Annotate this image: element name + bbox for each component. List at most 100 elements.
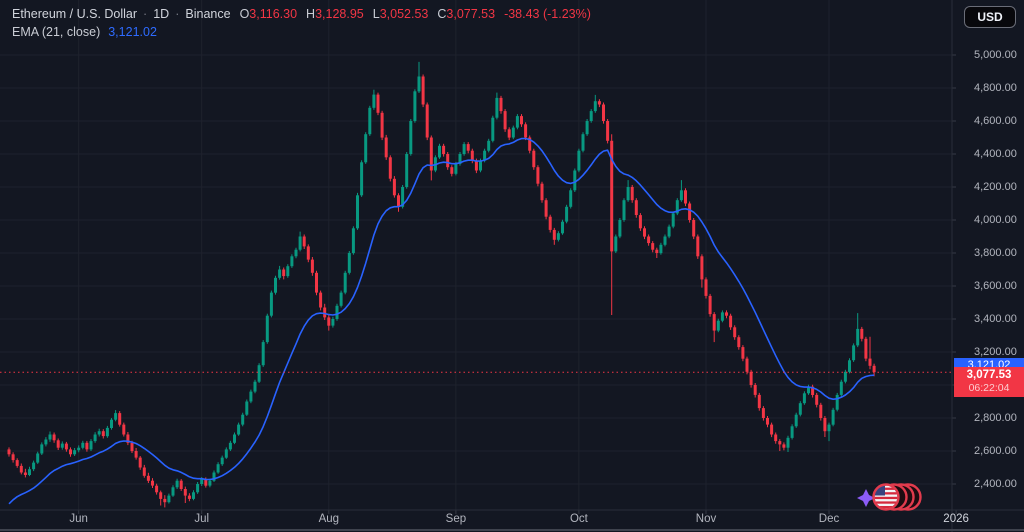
candle[interactable]: [315, 272, 318, 293]
candle[interactable]: [85, 442, 89, 450]
candle[interactable]: [421, 76, 425, 105]
pane-separator[interactable]: [0, 529, 1024, 531]
candle[interactable]: [351, 228, 355, 254]
candle[interactable]: [729, 315, 733, 328]
candle[interactable]: [872, 365, 876, 373]
candle[interactable]: [487, 140, 491, 151]
candle[interactable]: [790, 426, 794, 438]
candle[interactable]: [495, 97, 499, 118]
candle[interactable]: [380, 112, 384, 138]
candle[interactable]: [302, 236, 306, 247]
candle[interactable]: [766, 418, 769, 425]
candle[interactable]: [187, 495, 191, 499]
candle[interactable]: [712, 314, 716, 331]
candle[interactable]: [561, 221, 564, 234]
candle[interactable]: [220, 457, 224, 465]
candle[interactable]: [491, 117, 495, 141]
candle[interactable]: [331, 319, 335, 326]
symbol-legend-row[interactable]: Ethereum / U.S. Dollar · 1D · Binance O3,116…: [12, 7, 591, 21]
candle[interactable]: [589, 111, 593, 121]
candle[interactable]: [786, 437, 790, 448]
candle[interactable]: [323, 307, 327, 318]
candle[interactable]: [151, 480, 154, 486]
candle[interactable]: [663, 236, 667, 245]
candle[interactable]: [688, 203, 692, 221]
candle[interactable]: [356, 195, 359, 229]
candle[interactable]: [343, 272, 347, 293]
candle[interactable]: [286, 266, 290, 277]
candle[interactable]: [429, 137, 433, 171]
candle[interactable]: [204, 479, 208, 486]
candle[interactable]: [405, 154, 409, 187]
candle[interactable]: [474, 160, 478, 171]
candle[interactable]: [778, 441, 782, 445]
candle[interactable]: [310, 259, 314, 273]
candle[interactable]: [175, 480, 179, 488]
candle[interactable]: [282, 269, 286, 277]
candle[interactable]: [261, 342, 265, 366]
candle[interactable]: [442, 145, 446, 155]
candle[interactable]: [528, 137, 532, 151]
candle[interactable]: [64, 443, 68, 450]
candle[interactable]: [868, 358, 872, 366]
candle[interactable]: [733, 327, 737, 338]
candle[interactable]: [679, 190, 683, 201]
candle[interactable]: [167, 495, 171, 503]
candle[interactable]: [253, 381, 257, 392]
candle[interactable]: [28, 469, 31, 475]
candle[interactable]: [458, 154, 462, 164]
candle[interactable]: [233, 434, 236, 443]
candle[interactable]: [298, 236, 302, 250]
candle[interactable]: [249, 391, 253, 402]
candle[interactable]: [634, 200, 638, 215]
candle[interactable]: [511, 127, 515, 138]
candle[interactable]: [237, 424, 241, 435]
ema-legend-row[interactable]: EMA (21, close) 3,121.02: [12, 25, 591, 39]
candle[interactable]: [753, 385, 757, 395]
candle[interactable]: [782, 444, 786, 448]
candle[interactable]: [848, 360, 851, 372]
candle[interactable]: [643, 228, 646, 237]
candle[interactable]: [89, 441, 93, 450]
candle[interactable]: [499, 97, 503, 112]
candle[interactable]: [630, 187, 634, 201]
candle[interactable]: [819, 404, 823, 418]
candle[interactable]: [105, 427, 109, 437]
candle[interactable]: [397, 195, 400, 207]
candle[interactable]: [450, 167, 454, 174]
candle[interactable]: [138, 457, 142, 468]
candle[interactable]: [60, 443, 64, 448]
candle[interactable]: [864, 338, 868, 359]
candle[interactable]: [856, 328, 860, 346]
candle[interactable]: [507, 129, 511, 138]
candle[interactable]: [101, 431, 105, 437]
candle[interactable]: [606, 121, 610, 141]
usd-coin-stack-sticker[interactable]: [857, 483, 922, 511]
candle[interactable]: [737, 337, 741, 348]
candle[interactable]: [19, 465, 23, 473]
candle[interactable]: [569, 190, 573, 207]
candle[interactable]: [581, 134, 585, 151]
candle[interactable]: [171, 487, 175, 496]
candle[interactable]: [278, 269, 282, 278]
candle[interactable]: [544, 200, 548, 217]
candle[interactable]: [520, 116, 523, 125]
candle[interactable]: [200, 479, 204, 484]
candle[interactable]: [552, 229, 556, 240]
candle[interactable]: [745, 358, 749, 372]
candle[interactable]: [659, 244, 663, 254]
candle[interactable]: [593, 101, 597, 112]
time-scale[interactable]: Jun Jul Aug Sep Oct Nov Dec 2026: [0, 510, 1024, 529]
candle[interactable]: [655, 249, 659, 253]
candle[interactable]: [794, 414, 798, 427]
candle[interactable]: [163, 498, 167, 503]
candle[interactable]: [454, 163, 458, 174]
candle[interactable]: [409, 121, 413, 154]
ema-line[interactable]: [8, 137, 875, 505]
candle[interactable]: [44, 439, 48, 445]
candle[interactable]: [610, 140, 614, 252]
candle[interactable]: [614, 236, 618, 252]
candle[interactable]: [142, 467, 146, 476]
candle[interactable]: [159, 492, 163, 499]
candle[interactable]: [757, 394, 761, 409]
